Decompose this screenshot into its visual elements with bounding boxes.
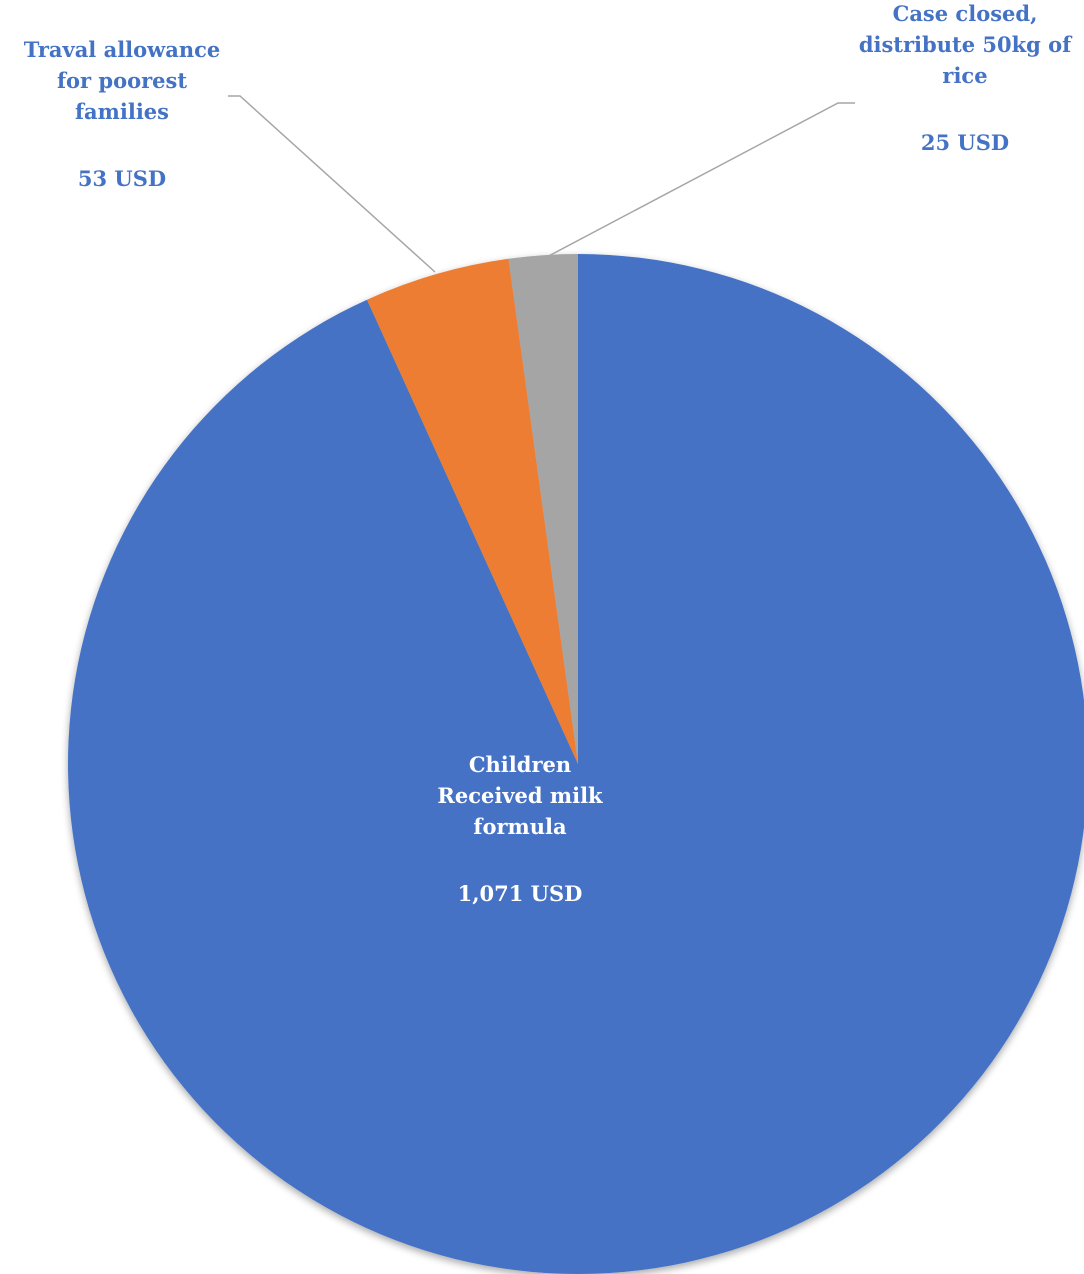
slice-label-3: Case closed, distribute 50kg of rice 25 USD — [859, 1, 1073, 155]
slice-label-line: Children — [469, 752, 571, 777]
pie-slice-3 — [508, 254, 578, 764]
slice-label-line: formula — [473, 814, 567, 839]
leader-line-2 — [228, 95, 436, 273]
slice-label-line: Traval allowance — [24, 37, 221, 62]
leader-line-3 — [542, 102, 855, 260]
slice-label-line: Case closed, — [893, 1, 1038, 26]
slice-label-1: Children Received milk formula 1,071 USD — [437, 752, 603, 906]
slice-label-line: for poorest — [57, 68, 187, 93]
pie-slice-1 — [68, 254, 1084, 1274]
slice-label-line: rice — [942, 63, 987, 88]
pie-slices — [68, 254, 1084, 1274]
slice-label-line: families — [75, 99, 169, 124]
slice-label-2: Traval allowance for poorest families 53 US… — [24, 37, 221, 191]
slice-value-label: 25 USD — [921, 130, 1009, 155]
slice-label-line: distribute 50kg of — [859, 32, 1073, 57]
pie-slice-2 — [367, 258, 578, 764]
slice-label-line: Received milk — [437, 783, 603, 808]
slice-labels: Children Received milk formula 1,071 USD Tra… — [24, 1, 1073, 906]
leader-lines — [228, 95, 855, 273]
slice-value-label: 53 USD — [78, 166, 166, 191]
slice-value-label: 1,071 USD — [458, 881, 583, 906]
